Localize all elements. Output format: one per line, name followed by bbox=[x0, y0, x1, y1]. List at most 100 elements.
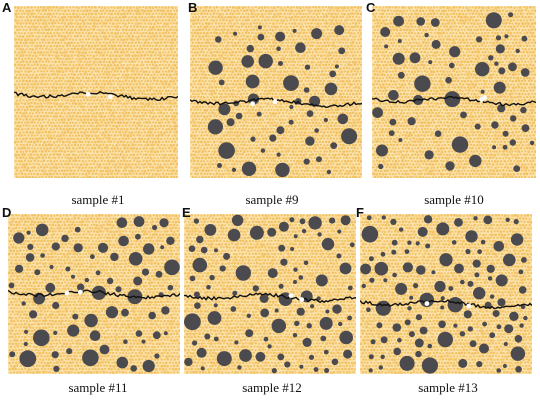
inclusion-particle bbox=[388, 130, 395, 136]
inclusion-particle bbox=[503, 253, 516, 267]
inclusion-particle bbox=[223, 252, 231, 260]
inclusion-particle bbox=[296, 307, 305, 316]
inclusion-particle bbox=[369, 277, 375, 283]
inclusion-particle bbox=[519, 323, 524, 328]
inclusion-particle bbox=[459, 331, 466, 337]
panel-a bbox=[14, 6, 178, 178]
inclusion-particle bbox=[332, 304, 342, 314]
inclusion-particle bbox=[19, 350, 37, 368]
inclusion-particle bbox=[529, 140, 535, 146]
inclusion-particle bbox=[311, 28, 323, 40]
inclusion-particle bbox=[283, 75, 299, 91]
inclusion-particle bbox=[249, 225, 264, 240]
inclusion-particle bbox=[193, 291, 200, 298]
panel-e-letter: E bbox=[182, 205, 191, 220]
inclusion-particle bbox=[414, 75, 431, 92]
inclusion-particle bbox=[188, 245, 196, 252]
inclusion-particle bbox=[324, 82, 338, 96]
inclusion-particle bbox=[378, 365, 383, 370]
inclusion-particle bbox=[520, 106, 527, 114]
inclusion-particle bbox=[397, 39, 402, 43]
inclusion-particle bbox=[474, 272, 480, 278]
inclusion-particle bbox=[404, 249, 410, 254]
inclusion-particle bbox=[135, 330, 143, 337]
inclusion-particle bbox=[275, 162, 290, 178]
inclusion-particle bbox=[267, 344, 272, 349]
inclusion-particle bbox=[15, 264, 24, 273]
inclusion-particle bbox=[271, 318, 286, 334]
inclusion-particle bbox=[489, 332, 496, 339]
inclusion-particle bbox=[343, 349, 353, 359]
inclusion-particle bbox=[497, 104, 506, 113]
inclusion-particle bbox=[218, 103, 231, 116]
inclusion-particle bbox=[260, 308, 270, 318]
inclusion-particle bbox=[495, 35, 502, 41]
inclusion-particle bbox=[392, 272, 397, 278]
inclusion-particle bbox=[508, 62, 517, 72]
inclusion-particle bbox=[200, 246, 208, 254]
inclusion-particle bbox=[84, 277, 90, 283]
pore bbox=[479, 97, 484, 102]
inclusion-particle bbox=[448, 286, 454, 291]
pore bbox=[250, 101, 255, 107]
inclusion-particle bbox=[510, 115, 517, 122]
inclusion-particle bbox=[71, 274, 75, 279]
inclusion-particle bbox=[154, 353, 160, 359]
panel-c bbox=[372, 6, 536, 178]
inclusion-particle bbox=[289, 104, 294, 110]
inclusion-particle bbox=[294, 320, 300, 327]
inclusion-particle bbox=[404, 319, 411, 326]
inclusion-particle bbox=[451, 240, 457, 245]
inclusion-particle bbox=[269, 134, 277, 142]
inclusion-particle bbox=[316, 296, 321, 301]
inclusion-particle bbox=[73, 243, 83, 253]
inclusion-particle bbox=[415, 241, 420, 246]
inclusion-particle bbox=[454, 263, 464, 274]
inclusion-particle bbox=[152, 224, 158, 231]
inclusion-particle bbox=[315, 274, 328, 287]
inclusion-particle bbox=[260, 148, 266, 153]
inclusion-particle bbox=[492, 145, 497, 150]
inclusion-particle bbox=[231, 214, 244, 226]
inclusion-particle bbox=[366, 307, 371, 312]
inclusion-particle bbox=[428, 60, 433, 65]
inclusion-particle bbox=[49, 264, 54, 270]
panel-a-caption: sample #1 bbox=[71, 192, 125, 207]
inclusion-particle bbox=[267, 227, 277, 237]
pore bbox=[85, 92, 91, 97]
inclusion-particle bbox=[164, 259, 180, 276]
inclusion-particle bbox=[520, 304, 526, 310]
inclusion-particle bbox=[495, 274, 508, 287]
inclusion-particle bbox=[340, 215, 351, 226]
inclusion-particle bbox=[303, 260, 309, 266]
inclusion-particle bbox=[460, 279, 465, 285]
inclusion-particle bbox=[434, 280, 446, 293]
inclusion-particle bbox=[184, 357, 193, 367]
inclusion-particle bbox=[502, 364, 507, 368]
inclusion-particle bbox=[402, 262, 413, 273]
inclusion-particle bbox=[204, 333, 211, 340]
inclusion-particle bbox=[302, 337, 312, 347]
inclusion-particle bbox=[189, 275, 196, 282]
inclusion-particle bbox=[118, 235, 129, 247]
inclusion-particle bbox=[463, 310, 472, 319]
inclusion-particle bbox=[444, 91, 461, 108]
inclusions bbox=[184, 214, 355, 374]
inclusion-particle bbox=[65, 266, 71, 272]
matrix-grains bbox=[14, 6, 178, 178]
crack-line bbox=[360, 299, 532, 310]
inclusion-particle bbox=[245, 74, 260, 89]
inclusion-particle bbox=[495, 44, 505, 54]
inclusion-particle bbox=[375, 300, 391, 316]
inclusion-particle bbox=[372, 107, 383, 118]
inclusion-particle bbox=[329, 217, 336, 224]
inclusion-particle bbox=[390, 218, 397, 225]
inclusion-particle bbox=[430, 18, 440, 27]
inclusion-particle bbox=[494, 61, 499, 66]
inclusion-particle bbox=[74, 226, 81, 233]
inclusion-particle bbox=[380, 354, 385, 359]
inclusion-particle bbox=[334, 25, 345, 36]
inclusion-particle bbox=[257, 25, 262, 30]
inclusion-particle bbox=[275, 31, 286, 42]
inclusion-particle bbox=[33, 329, 50, 347]
